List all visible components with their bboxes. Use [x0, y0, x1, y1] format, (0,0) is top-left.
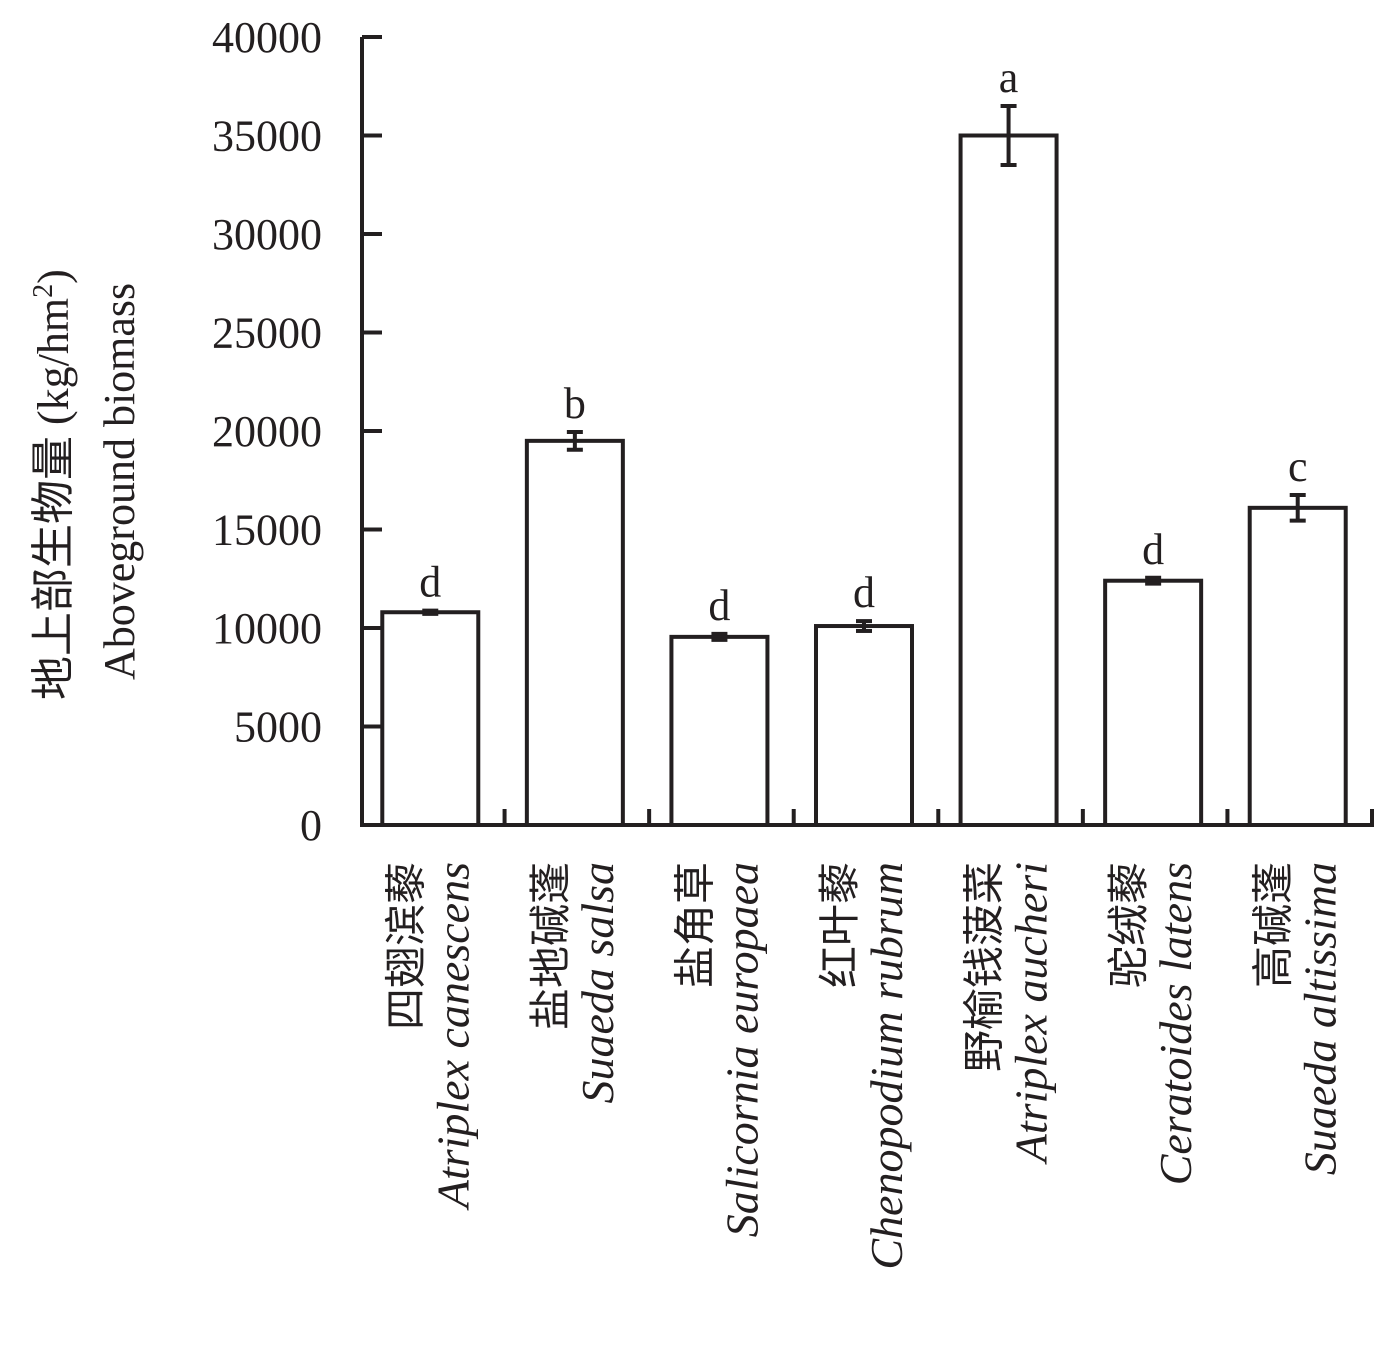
- significance-letter: d: [853, 568, 875, 617]
- category-label-latin: Ceratoides latens: [1150, 862, 1201, 1185]
- y-axis-title-cn-main: 地上部生物量 (kg/hm: [29, 298, 78, 700]
- bar: [958, 133, 1059, 827]
- bar: [669, 634, 770, 827]
- significance-letter: d: [419, 558, 441, 607]
- category-label-latin: Atriplex canescens: [427, 862, 478, 1211]
- category-label-cn: 盐地碱蓬: [526, 862, 575, 1030]
- y-axis: 0 5000 10000 15000 20000 25000 30000 35000 40000: [212, 13, 382, 850]
- bar: [814, 624, 914, 828]
- y-tick-label: 30000: [212, 210, 322, 259]
- category-label-cn: 盐角草: [670, 862, 719, 988]
- y-tick-label: 25000: [212, 309, 322, 358]
- bar: [1103, 578, 1204, 827]
- significance-letter: b: [564, 379, 586, 428]
- category-label-latin: Suaeda altissima: [1295, 862, 1346, 1175]
- y-tick-label: 20000: [212, 407, 322, 456]
- y-axis-title: 地上部生物量 (kg/hm2) Aboveground biomass: [28, 269, 144, 700]
- category-label-cn: 驼绒藜: [1104, 862, 1153, 988]
- significance-letter: d: [1142, 525, 1164, 574]
- bars: d b d d a d c: [380, 53, 1348, 828]
- bar: [1247, 505, 1348, 827]
- y-axis-title-cn: 地上部生物量 (kg/hm2): [28, 269, 78, 700]
- category-label-cn: 高碱蓬: [1249, 862, 1298, 988]
- category-label-latin: Atriplex aucheri: [1006, 862, 1057, 1165]
- y-tick-label: 40000: [212, 13, 322, 62]
- y-axis-title-en: Aboveground biomass: [95, 283, 144, 680]
- significance-letter: a: [999, 53, 1019, 102]
- category-label-cn: 四翅滨藜: [381, 862, 430, 1030]
- category-label-latin: Suaeda salsa: [572, 862, 623, 1104]
- category-label-cn: 红叶藜: [815, 862, 864, 988]
- y-tick-label: 5000: [234, 703, 322, 752]
- bar: [380, 610, 481, 827]
- y-tick-label: 15000: [212, 506, 322, 555]
- significance-letter: c: [1288, 442, 1308, 491]
- significance-letter: d: [708, 581, 730, 630]
- category-label-latin: Chenopodium rubrum: [861, 862, 912, 1270]
- y-axis-title-superscript: 2: [28, 284, 59, 298]
- y-tick-label: 0: [300, 801, 322, 850]
- category-label-cn: 野榆钱菠菜: [960, 862, 1009, 1072]
- y-axis-title-cn-close: ): [29, 269, 78, 284]
- bar: [524, 438, 625, 827]
- y-tick-label: 10000: [212, 604, 322, 653]
- category-label-latin: Salicornia europaea: [716, 862, 767, 1237]
- y-tick-label: 35000: [212, 112, 322, 161]
